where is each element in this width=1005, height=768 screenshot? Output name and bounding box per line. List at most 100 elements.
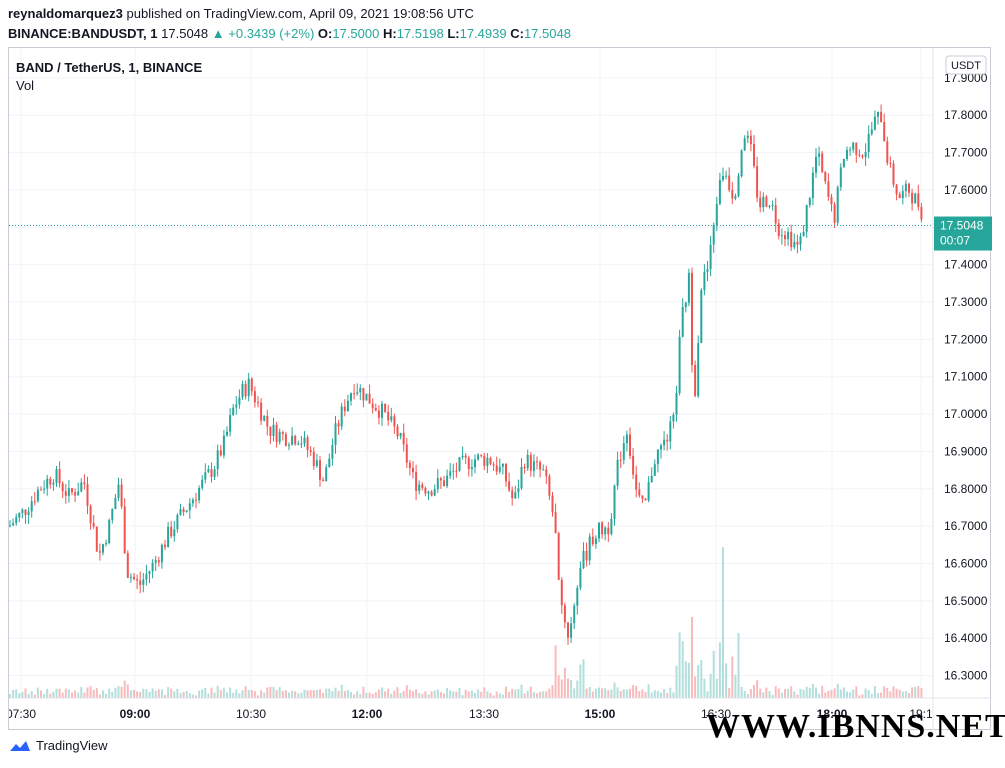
volume-bar <box>470 690 473 698</box>
candle-body <box>160 544 163 563</box>
volume-bar <box>743 690 746 698</box>
volume-bar <box>390 693 393 698</box>
volume-bar <box>787 688 790 698</box>
candle-body <box>219 450 222 456</box>
candle-body <box>647 482 650 501</box>
volume-bar <box>139 692 142 698</box>
volume-bar <box>678 632 681 698</box>
volume-bar <box>898 689 901 698</box>
chart-frame[interactable]: 16.3000 16.4000 16.5000 16.6000 16.7000 16.80… <box>8 47 992 731</box>
volume-bar <box>235 689 238 698</box>
volume-bar <box>474 692 476 698</box>
candle-body <box>102 544 104 553</box>
volume-bar <box>911 687 914 698</box>
candle-body <box>799 236 802 245</box>
volume-bar <box>257 695 259 698</box>
volume-bar <box>266 687 269 698</box>
candle-body <box>498 466 501 472</box>
volume-bar <box>771 694 774 698</box>
volume-bar <box>687 662 690 698</box>
volume-bar <box>759 688 762 698</box>
candle-body <box>790 231 793 248</box>
candle-body <box>898 194 901 199</box>
volume-bar <box>734 674 737 698</box>
candle-body <box>272 424 275 436</box>
ohlc-header: BINANCE:BANDUSDT, 1 17.5048 ▲ +0.3439 (+… <box>8 26 571 41</box>
volume-bar <box>604 688 607 698</box>
volume-bar <box>86 687 89 698</box>
candle-body <box>870 129 873 134</box>
candles[interactable] <box>9 104 923 645</box>
candle-body <box>489 457 492 465</box>
volume-bar <box>483 687 486 698</box>
low-value: 17.4939 <box>459 26 507 41</box>
currency-button[interactable] <box>945 55 987 75</box>
volume-bar <box>585 688 588 698</box>
candle-body <box>325 467 328 482</box>
volume-bar <box>681 641 684 698</box>
volume-bar <box>753 685 755 698</box>
volume-bar <box>489 692 492 698</box>
volume-bar <box>715 678 718 698</box>
candle-body <box>455 470 458 472</box>
volume-bar <box>867 690 870 698</box>
time-tick-label: 07:30 <box>9 707 36 721</box>
volume-bar <box>889 691 892 698</box>
volume-bar <box>439 692 442 698</box>
volume-bar <box>920 688 923 698</box>
volume-bar <box>818 693 821 698</box>
candle-body <box>145 574 148 580</box>
volume-bar <box>718 642 721 698</box>
candle-body <box>458 457 461 471</box>
price-badge-countdown: 00:07 <box>940 234 970 248</box>
candle-body <box>622 443 625 460</box>
volume-bar <box>548 688 551 698</box>
volume-bar <box>722 547 724 698</box>
grid <box>9 48 933 698</box>
price-chart[interactable]: 16.3000 16.4000 16.5000 16.6000 16.7000 16.80… <box>9 48 992 731</box>
volume-bar <box>216 685 219 698</box>
price-badge-value: 17.5048 <box>940 219 984 233</box>
time-tick-label: 18:00 <box>817 707 848 721</box>
volume-bar <box>610 689 613 698</box>
volume-bar <box>873 686 876 698</box>
volume-bar <box>238 693 241 698</box>
candle-body <box>232 407 235 416</box>
volume-bar <box>694 676 697 698</box>
candle-body <box>191 499 194 504</box>
volume-bar <box>650 692 653 698</box>
volume-bar <box>244 686 247 698</box>
volume-bar <box>343 691 346 698</box>
candle-body <box>64 491 67 496</box>
candle-body <box>725 175 728 177</box>
volume-bar <box>393 690 396 698</box>
price-axis[interactable]: 16.3000 16.4000 16.5000 16.6000 16.7000 16.80… <box>944 71 988 683</box>
candle-body <box>855 142 858 155</box>
volume-bar <box>185 690 188 698</box>
volume-bar <box>129 690 132 698</box>
candle-body <box>114 497 117 510</box>
candle-body <box>40 489 42 491</box>
candle-body <box>610 518 613 535</box>
candle-body <box>89 505 92 524</box>
volume-bar <box>167 687 170 698</box>
candle-body <box>263 416 266 421</box>
volume-bar <box>300 692 303 698</box>
volume-bar <box>700 659 703 698</box>
candle-body <box>424 488 427 494</box>
candle-body <box>319 460 321 480</box>
volume-bar <box>74 690 77 698</box>
tradingview-logo[interactable]: TradingView <box>8 738 108 753</box>
volume-bar <box>133 689 135 698</box>
price-tick-label: 17.4000 <box>944 258 988 272</box>
volume-bar <box>322 692 325 698</box>
high-value: 17.5198 <box>396 26 444 41</box>
author-name[interactable]: reynaldomarquez3 <box>8 6 123 21</box>
volume-bar <box>765 687 768 698</box>
candle-body <box>756 166 759 198</box>
candle-body <box>852 142 855 150</box>
volume-bar <box>830 690 833 698</box>
volume-bar <box>213 692 216 698</box>
time-axis[interactable]: 07:30 09:00 10:30 12:00 13:30 15:00 16:30 18:00… <box>9 707 933 721</box>
candle-body <box>312 451 315 466</box>
